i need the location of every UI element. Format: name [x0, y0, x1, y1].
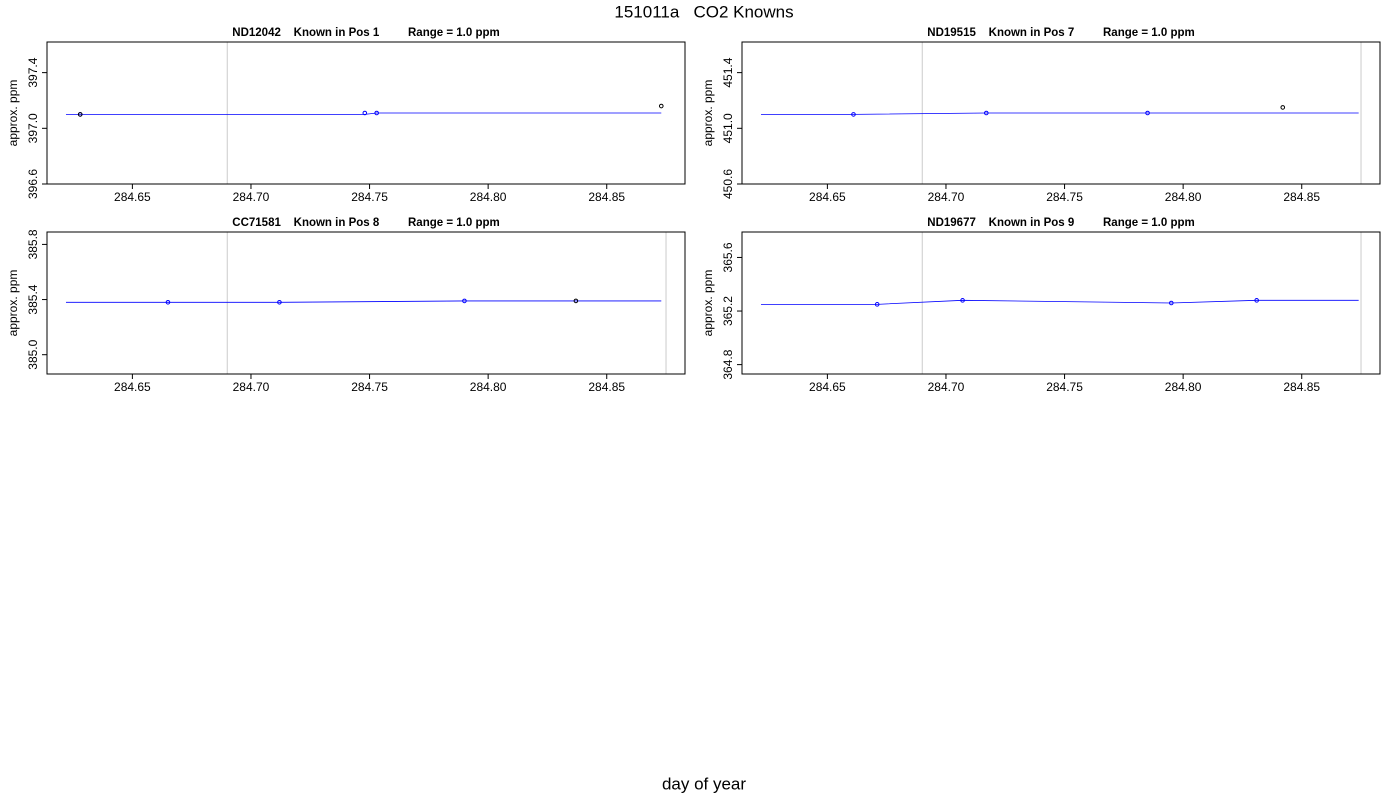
x-tick-label: 284.80	[1165, 380, 1202, 394]
x-tick-label: 284.80	[470, 380, 507, 394]
plot-frame	[741, 41, 1381, 185]
data-point	[374, 110, 379, 116]
fit-line	[760, 299, 1359, 305]
panel-title: CC71581 Known in Pos 8 Range = 1.0 ppm	[232, 217, 499, 229]
data-point	[462, 298, 467, 304]
data-point	[851, 112, 856, 117]
plot-frame	[741, 231, 1381, 375]
x-tick-label: 284.65	[114, 380, 151, 394]
x-tick-label: 284.75	[1046, 380, 1083, 394]
y-tick-label: 385.4	[26, 284, 40, 314]
y-tick-label: 450.6	[721, 169, 735, 199]
y-tick-label: 365.2	[721, 296, 735, 326]
y-tick-label: 385.0	[26, 339, 40, 369]
data-point	[658, 103, 664, 109]
x-tick-label: 284.85	[588, 190, 625, 204]
data-point	[983, 110, 989, 116]
panel-title: ND12042 Known in Pos 1 Range = 1.0 ppm	[232, 27, 499, 39]
x-tick-label: 284.70	[233, 190, 270, 204]
panel-title: ND19677 Known in Pos 9 Range = 1.0 ppm	[927, 217, 1194, 229]
data-point	[960, 298, 965, 303]
y-tick-label: 397.0	[26, 113, 40, 143]
y-axis-label: approx. ppm	[701, 80, 715, 147]
y-tick-label: 451.4	[721, 57, 735, 87]
data-point	[874, 302, 880, 307]
y-tick-label: 397.4	[26, 57, 40, 87]
y-axis-label: approx. ppm	[6, 270, 20, 337]
page-title: 151011a CO2 Knowns	[614, 2, 793, 21]
y-tick-label: 364.8	[721, 349, 735, 379]
x-tick-label: 284.65	[809, 380, 846, 394]
x-tick-label: 284.75	[351, 190, 388, 204]
plot-frame	[46, 231, 686, 375]
data-point	[1280, 105, 1286, 110]
plot-frame	[46, 41, 686, 185]
y-tick-label: 385.8	[26, 229, 40, 259]
x-tick-label: 284.75	[351, 380, 388, 394]
data-point	[362, 110, 368, 116]
data-point	[277, 300, 282, 305]
x-tick-label: 284.85	[1283, 380, 1320, 394]
x-axis-label: day of year	[662, 774, 746, 793]
data-point	[77, 112, 83, 117]
data-point	[573, 298, 579, 304]
fit-line	[65, 300, 662, 303]
x-tick-label: 284.65	[114, 190, 151, 204]
data-point	[1254, 298, 1259, 303]
x-tick-label: 284.70	[233, 380, 270, 394]
x-tick-label: 284.70	[928, 380, 965, 394]
x-tick-label: 284.80	[470, 190, 507, 204]
data-point	[1168, 300, 1174, 306]
data-point	[1145, 110, 1150, 116]
x-tick-label: 284.65	[809, 190, 846, 204]
x-tick-label: 284.75	[1046, 190, 1083, 204]
x-tick-label: 284.70	[928, 190, 965, 204]
y-tick-label: 451.0	[721, 113, 735, 143]
x-tick-label: 284.80	[1165, 190, 1202, 204]
x-tick-label: 284.85	[588, 380, 625, 394]
data-point	[165, 300, 171, 305]
y-tick-label: 365.6	[721, 242, 735, 272]
y-axis-label: approx. ppm	[6, 80, 20, 147]
x-tick-label: 284.85	[1283, 190, 1320, 204]
panel-title: ND19515 Known in Pos 7 Range = 1.0 ppm	[927, 27, 1194, 39]
fit-line	[760, 112, 1359, 115]
y-axis-label: approx. ppm	[701, 270, 715, 337]
y-tick-label: 396.6	[26, 169, 40, 199]
